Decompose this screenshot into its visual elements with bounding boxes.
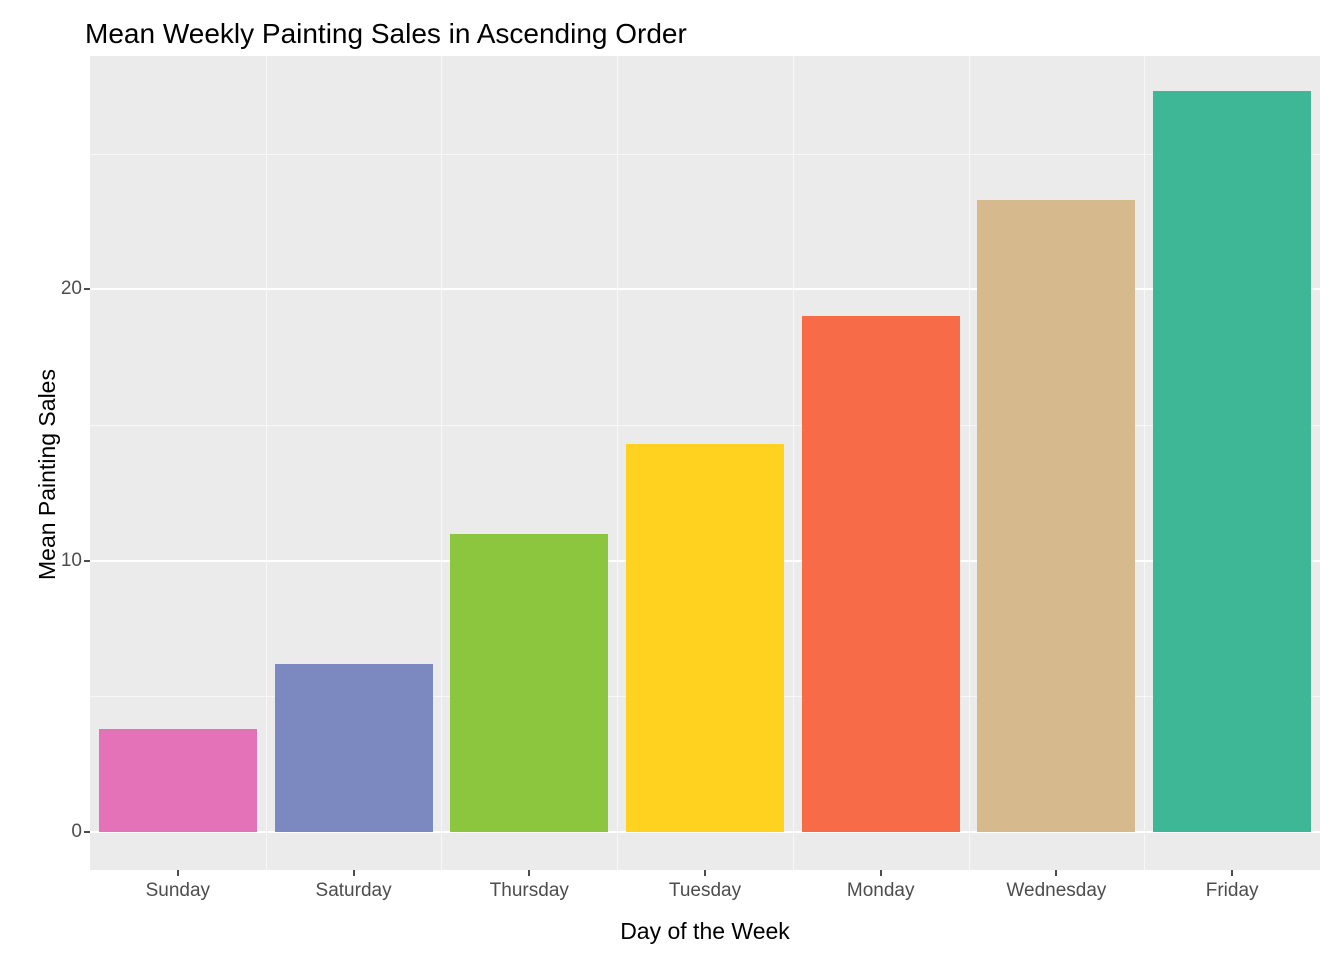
bar [626,444,784,832]
y-tick-mark [84,560,90,562]
bar [802,316,960,832]
gridline-vertical-minor [266,56,267,870]
gridline-major [90,288,1320,290]
gridline-vertical-minor [441,56,442,870]
x-tick-mark [704,870,706,876]
bar [99,729,257,832]
bar [275,664,433,832]
bar [1153,91,1311,832]
x-tick-mark [528,870,530,876]
y-axis-label: Mean Painting Sales [34,369,61,580]
y-tick-mark [84,288,90,290]
gridline-minor [90,154,1320,155]
chart-container: Mean Weekly Painting Sales in Ascending … [0,0,1344,960]
x-tick-mark [1055,870,1057,876]
x-axis-label: Day of the Week [620,918,790,945]
gridline-vertical-minor [793,56,794,870]
plot-area: 01020SundaySaturdayThursdayTuesdayMonday… [90,56,1320,870]
gridline-vertical-minor [1144,56,1145,870]
x-tick-mark [353,870,355,876]
x-tick-mark [1231,870,1233,876]
bar [450,534,608,832]
gridline-minor [90,425,1320,426]
gridline-vertical-minor [969,56,970,870]
x-tick-mark [177,870,179,876]
x-tick-mark [880,870,882,876]
y-tick-mark [84,831,90,833]
bar [977,200,1135,832]
gridline-vertical-minor [617,56,618,870]
chart-title: Mean Weekly Painting Sales in Ascending … [85,18,687,50]
